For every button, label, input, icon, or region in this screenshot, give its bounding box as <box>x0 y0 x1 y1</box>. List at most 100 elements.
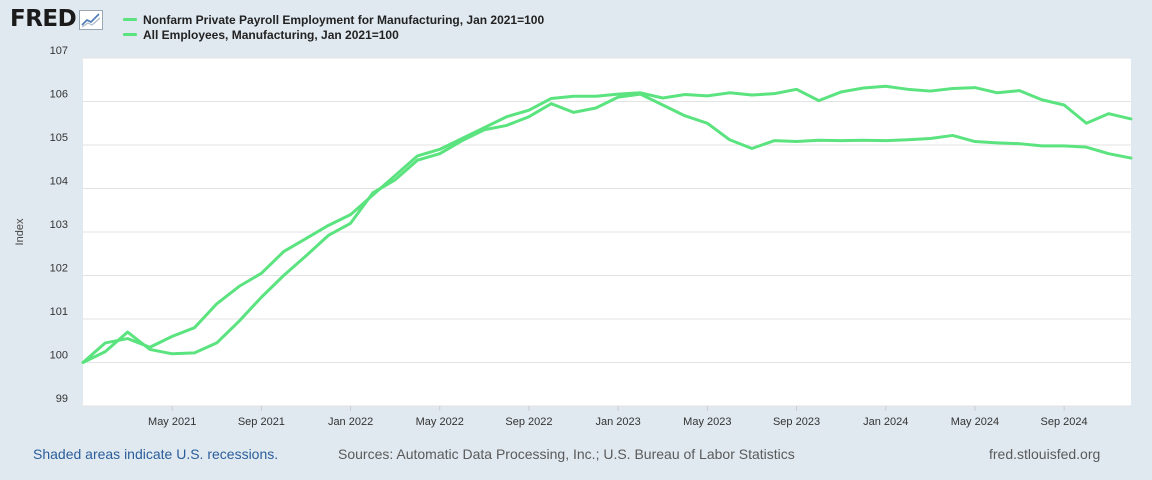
data-point[interactable] <box>1085 146 1088 149</box>
data-point[interactable] <box>260 272 263 275</box>
x-tick-label: Sep 2022 <box>505 416 552 428</box>
data-point[interactable] <box>1107 152 1110 155</box>
data-point[interactable] <box>215 302 218 305</box>
data-point[interactable] <box>594 107 597 110</box>
data-point[interactable] <box>706 122 709 125</box>
data-point[interactable] <box>104 341 107 344</box>
data-point[interactable] <box>82 361 85 364</box>
data-point[interactable] <box>1085 122 1088 125</box>
data-point[interactable] <box>1040 144 1043 147</box>
data-point[interactable] <box>617 93 620 96</box>
data-point[interactable] <box>750 147 753 150</box>
data-point[interactable] <box>1130 117 1133 120</box>
data-point[interactable] <box>684 114 687 117</box>
data-point[interactable] <box>416 159 419 162</box>
data-point[interactable] <box>215 341 218 344</box>
data-point[interactable] <box>884 139 887 142</box>
data-point[interactable] <box>973 140 976 143</box>
data-point[interactable] <box>706 94 709 97</box>
data-point[interactable] <box>907 138 910 141</box>
site-url[interactable]: fred.stlouisfed.org <box>989 446 1101 462</box>
data-point[interactable] <box>304 237 307 240</box>
data-point[interactable] <box>572 95 575 98</box>
data-point[interactable] <box>238 285 241 288</box>
legend-item-private-payroll[interactable]: Nonfarm Private Payroll Employment for M… <box>123 12 544 27</box>
data-point[interactable] <box>461 139 464 142</box>
data-point[interactable] <box>773 92 776 95</box>
data-point[interactable] <box>438 148 441 151</box>
series-line-1[interactable] <box>81 92 1133 364</box>
data-point[interactable] <box>193 326 196 329</box>
data-point[interactable] <box>126 337 129 340</box>
data-point[interactable] <box>840 90 843 93</box>
data-point[interactable] <box>594 95 597 98</box>
data-point[interactable] <box>104 350 107 353</box>
data-point[interactable] <box>617 96 620 99</box>
data-point[interactable] <box>817 139 820 142</box>
data-point[interactable] <box>773 139 776 142</box>
data-point[interactable] <box>349 222 352 225</box>
legend-item-all-employees[interactable]: All Employees, Manufacturing, Jan 2021=1… <box>123 27 544 42</box>
data-point[interactable] <box>750 93 753 96</box>
data-point[interactable] <box>817 99 820 102</box>
data-point[interactable] <box>929 137 932 140</box>
data-point[interactable] <box>1130 157 1133 160</box>
data-point[interactable] <box>126 331 129 334</box>
recession-note[interactable]: Shaded areas indicate U.S. recessions. <box>33 446 279 462</box>
data-point[interactable] <box>639 93 642 96</box>
data-point[interactable] <box>304 254 307 257</box>
data-point[interactable] <box>840 139 843 142</box>
fred-logo[interactable]: FRED <box>10 6 104 32</box>
data-point[interactable] <box>973 86 976 89</box>
data-point[interactable] <box>795 140 798 143</box>
data-point[interactable] <box>951 87 954 90</box>
y-tick-label: 102 <box>50 263 68 275</box>
data-point[interactable] <box>862 139 865 142</box>
data-point[interactable] <box>505 115 508 118</box>
data-point[interactable] <box>282 274 285 277</box>
data-point[interactable] <box>862 87 865 90</box>
data-point[interactable] <box>148 348 151 351</box>
data-point[interactable] <box>1040 98 1043 101</box>
data-point[interactable] <box>349 213 352 216</box>
data-point[interactable] <box>661 97 664 100</box>
data-point[interactable] <box>193 351 196 354</box>
data-point[interactable] <box>884 85 887 88</box>
data-point[interactable] <box>1063 144 1066 147</box>
data-point[interactable] <box>327 224 330 227</box>
data-point[interactable] <box>171 352 174 355</box>
data-point[interactable] <box>929 90 932 93</box>
data-point[interactable] <box>327 234 330 237</box>
chart-line-icon <box>79 10 104 30</box>
data-point[interactable] <box>371 191 374 194</box>
data-point[interactable] <box>171 335 174 338</box>
data-point[interactable] <box>572 111 575 114</box>
data-point[interactable] <box>505 124 508 127</box>
data-point[interactable] <box>394 174 397 177</box>
data-point[interactable] <box>550 102 553 105</box>
data-point[interactable] <box>550 97 553 100</box>
data-point[interactable] <box>684 93 687 96</box>
data-point[interactable] <box>1018 89 1021 92</box>
data-point[interactable] <box>951 134 954 137</box>
data-point[interactable] <box>238 320 241 323</box>
data-point[interactable] <box>728 138 731 141</box>
data-point[interactable] <box>260 296 263 299</box>
data-point[interactable] <box>1018 142 1021 145</box>
data-point[interactable] <box>1107 112 1110 115</box>
data-point[interactable] <box>394 178 397 181</box>
data-point[interactable] <box>996 141 999 144</box>
data-point[interactable] <box>728 91 731 94</box>
data-point[interactable] <box>438 152 441 155</box>
data-point[interactable] <box>661 103 664 106</box>
data-point[interactable] <box>996 91 999 94</box>
data-point[interactable] <box>1063 103 1066 106</box>
data-point[interactable] <box>527 115 530 118</box>
data-point[interactable] <box>483 128 486 131</box>
data-point[interactable] <box>416 154 419 157</box>
data-point[interactable] <box>795 88 798 91</box>
data-point[interactable] <box>907 88 910 91</box>
data-point[interactable] <box>527 109 530 112</box>
series-line-0[interactable] <box>81 84 1133 364</box>
data-point[interactable] <box>282 250 285 253</box>
